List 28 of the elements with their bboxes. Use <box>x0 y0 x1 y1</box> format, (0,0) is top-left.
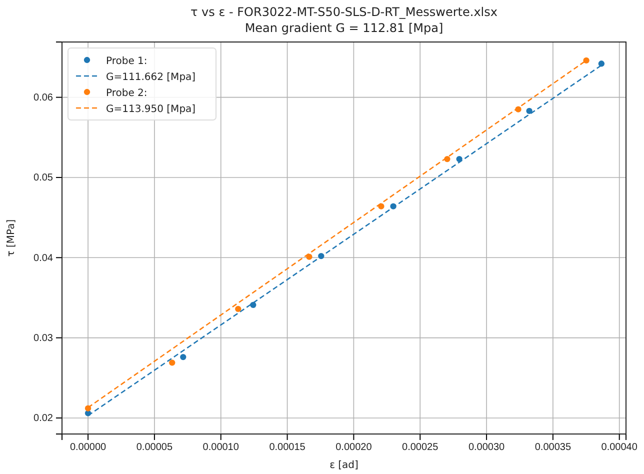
y-tick-label: 0.05 <box>34 172 54 184</box>
x-tick-label: 0.00005 <box>136 442 173 454</box>
x-tick-label: 0.00020 <box>336 442 372 454</box>
y-tick-label: 0.06 <box>34 92 54 104</box>
y-axis-title: τ [MPa] <box>6 219 17 257</box>
legend-label: Probe 2: <box>106 88 148 99</box>
x-tick-label: 0.00025 <box>402 442 439 454</box>
legend-label: G=113.950 [Mpa] <box>106 104 196 115</box>
y-tick-label: 0.03 <box>34 333 54 344</box>
legend-label: G=111.662 [Mpa] <box>106 72 196 83</box>
point <box>169 360 176 366</box>
chart-title: τ vs ε - FOR3022-MT-S50-SLS-D-RT_Messwerte.xlsx <box>190 5 498 19</box>
x-tick-label: 0.00000 <box>70 442 107 454</box>
x-tick-label: 0.00015 <box>269 442 306 454</box>
point <box>526 108 532 114</box>
point <box>180 354 186 360</box>
x-tick-label: 0.00030 <box>468 442 506 454</box>
y-tick-label: 0.02 <box>34 413 54 424</box>
point <box>598 60 605 67</box>
point <box>235 306 242 312</box>
x-tick-label: 0.00035 <box>534 442 572 454</box>
x-axis-title: ε [ad] <box>330 460 359 471</box>
legend-label: Probe 1: <box>106 56 148 67</box>
chart-subtitle: Mean gradient G = 112.81 [Mpa] <box>244 21 444 35</box>
point <box>583 57 590 64</box>
x-tick-label: 0.00040 <box>601 442 638 454</box>
y-tick-label: 0.04 <box>34 252 54 264</box>
x-tick-label: 0.00010 <box>202 442 240 454</box>
